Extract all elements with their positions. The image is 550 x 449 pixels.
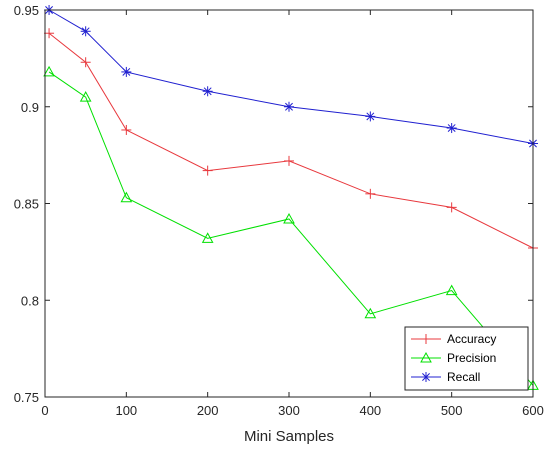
y-tick-label: 0.85 <box>14 197 39 212</box>
accuracy-data-point <box>121 124 132 135</box>
legend-marker-recall <box>421 372 431 382</box>
recall-data-point <box>121 66 132 77</box>
legend-label-accuracy: Accuracy <box>447 332 496 346</box>
y-tick-label: 0.8 <box>21 293 39 308</box>
x-tick-label: 200 <box>197 403 219 418</box>
x-tick-label: 300 <box>278 403 300 418</box>
accuracy-data-point <box>80 57 91 68</box>
precision-data-point <box>79 91 92 102</box>
accuracy-data-point <box>202 165 213 176</box>
accuracy-data-point <box>284 155 294 166</box>
precision-data-point <box>283 212 295 224</box>
recall-data-point <box>365 111 376 122</box>
legend-marker-accuracy <box>421 334 431 344</box>
legend-label-recall: Recall <box>447 370 480 384</box>
precision-data-point <box>364 307 377 319</box>
precision-data-point <box>120 191 133 203</box>
legend: Accuracy Precision Recall <box>404 326 529 391</box>
precision-data-point <box>201 232 214 243</box>
precision-data-point <box>445 284 458 296</box>
recall-series-line <box>48 9 534 145</box>
recall-data-point <box>284 101 294 112</box>
x-tick-label: 500 <box>441 403 463 418</box>
x-tick-label: 100 <box>115 403 137 418</box>
x-tick-label: 600 <box>522 403 544 418</box>
accuracy-data-point <box>365 188 376 199</box>
recall-data-point <box>446 123 457 134</box>
precision-series-line <box>48 71 534 386</box>
y-tick-label: 0.9 <box>21 100 39 115</box>
y-tick-label: 0.75 <box>14 390 39 405</box>
accuracy-data-point <box>446 202 457 213</box>
accuracy-data-point <box>44 28 55 39</box>
x-axis-ticks: 0 100 200 300 400 500 600 <box>41 10 544 418</box>
precision-data-point <box>43 65 55 77</box>
y-tick-label: 0.95 <box>14 3 39 18</box>
legend-label-precision: Precision <box>447 351 496 365</box>
x-tick-label: 0 <box>41 403 48 418</box>
legend-marker-precision <box>420 351 432 363</box>
recall-data-point <box>80 26 91 37</box>
accuracy-series-line <box>48 32 534 249</box>
x-tick-label: 400 <box>359 403 381 418</box>
recall-data-point <box>202 86 213 97</box>
x-axis-label: Mini Samples <box>244 428 334 445</box>
y-axis-ticks: 0.75 0.8 0.85 0.9 0.95 <box>14 3 533 405</box>
plot-border <box>44 9 534 398</box>
